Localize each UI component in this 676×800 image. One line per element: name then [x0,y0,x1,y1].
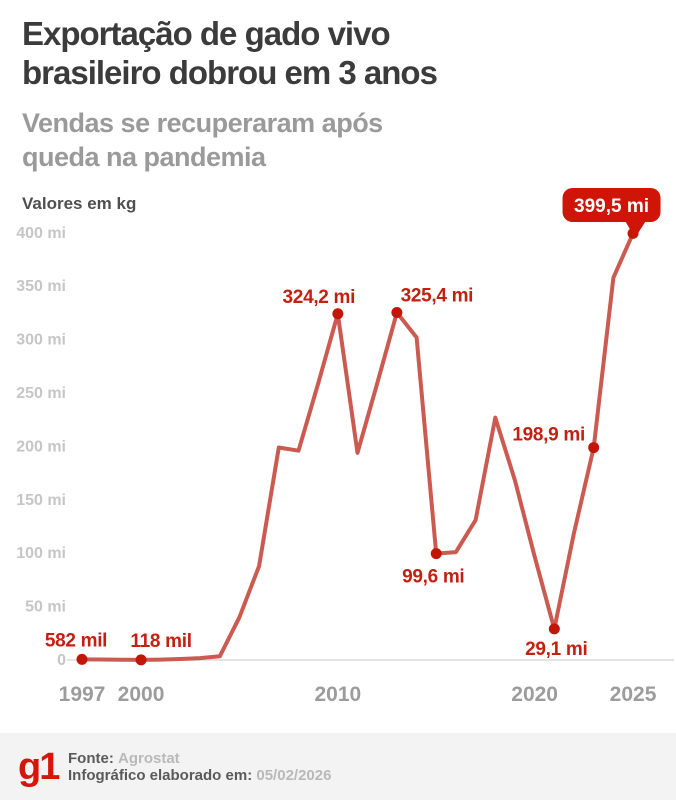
value-badge-tail [624,219,648,238]
x-axis-tick-label: 2010 [314,683,361,706]
source-line: Fonte: Agrostat [68,750,331,767]
x-axis-tick-label: 2025 [610,683,657,706]
data-point-dot [391,306,403,318]
data-point-dot [548,623,560,635]
data-point-label: 324,2 mi [283,287,356,308]
data-point-dot [332,308,344,320]
data-point-dot [588,442,600,454]
y-axis-tick-label: 0 [57,652,66,669]
exports-series-line [80,231,635,662]
data-point-label: 29,1 mi [525,639,587,660]
x-axis-tick-label: 1997 [59,683,106,706]
unit-label: Valores em kg [22,194,137,213]
y-axis-tick-label: 250 mi [16,385,66,402]
header: Exportação de gado vivo brasileiro dobro… [22,14,662,174]
x-axis-tick-label: 2020 [511,683,558,706]
title-line-1: Exportação de gado vivo [22,15,391,52]
data-point-label: 582 mil [45,630,107,651]
x-axis-tick-label: 2000 [118,683,165,706]
y-axis-tick-label: 300 mi [16,332,66,349]
source-value: Agrostat [118,749,180,767]
page-title: Exportação de gado vivo brasileiro dobro… [22,14,662,92]
subtitle-line-2: queda na pandemia [22,142,266,172]
infographic-line: Infográfico elaborado em: 05/02/2026 [68,767,331,784]
y-axis-tick-label: 50 mi [25,599,66,616]
data-point-label: 99,6 mi [402,567,464,588]
data-point-label: 325,4 mi [401,285,474,306]
footer-credits: Fonte: Agrostat Infográfico elaborado em… [68,750,331,784]
y-axis-tick-label: 100 mi [16,545,66,562]
data-point-label: 198,9 mi [512,425,585,446]
y-axis-tick-label: 400 mi [16,225,66,242]
page-subtitle: Vendas se recuperaram após queda na pand… [22,106,662,174]
data-point-label: 118 mil [130,631,191,652]
value-badge-label: 399,5 mi [574,196,649,217]
y-axis-tick-label: 350 mi [16,278,66,295]
y-axis-tick-label: 150 mi [16,492,66,509]
data-point-dot [76,653,88,665]
y-axis-tick-label: 200 mi [16,438,66,455]
data-point-dot [430,548,442,560]
title-line-2: brasileiro dobrou em 3 anos [22,54,438,91]
source-label: Fonte: [68,749,114,767]
g1-logo: g1 [18,745,60,788]
footer: g1 Fonte: Agrostat Infográfico elaborado… [0,733,676,800]
infographic-date: 05/02/2026 [256,766,332,784]
infographic-label: Infográfico elaborado em: [68,766,253,784]
data-point-dot [135,654,147,666]
value-badge [562,188,661,222]
subtitle-line-1: Vendas se recuperaram após [22,108,383,138]
